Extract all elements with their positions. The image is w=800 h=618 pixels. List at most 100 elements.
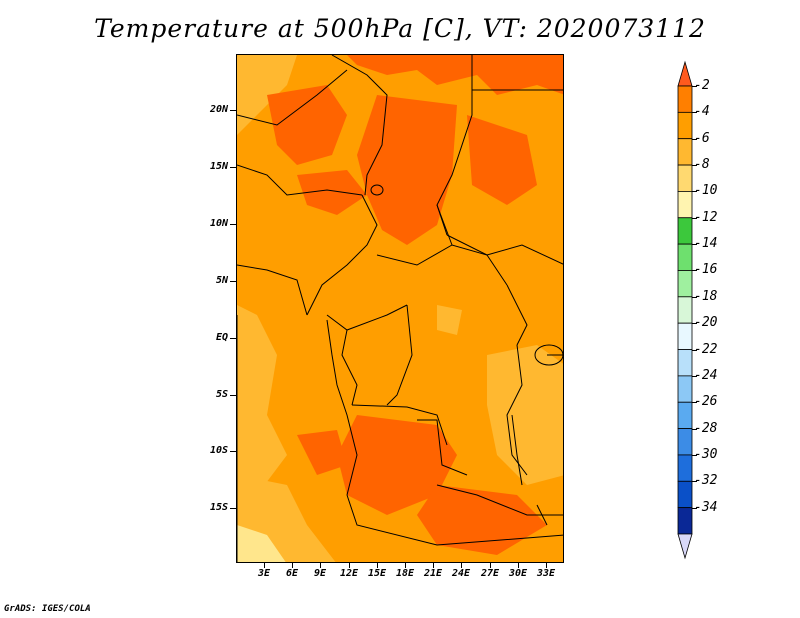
border-algeria-niger [237,69,348,126]
credit-text: GrADS: IGES/COLA [4,604,91,614]
field-deep-angola [297,430,347,475]
lon-label-6e: 6E [285,568,299,579]
colorbar-swatch [677,480,693,509]
colorbar-swatch [677,138,693,166]
colorbar-label: -30 [694,446,718,462]
lon-tick [405,563,406,568]
border-namibia [346,494,563,546]
colorbar-label: -24 [694,367,718,383]
lat-label-20n: 20N [209,104,228,115]
lon-tick [490,563,491,568]
lake-chad [370,184,384,196]
coast-atlantic [326,319,358,496]
border-nigeria-cameroon [306,194,378,316]
border-nigeria-benin [237,264,308,316]
field-deep-zambia [417,485,547,555]
lon-label-21e: 21E [423,568,443,579]
colorbar-swatch [677,401,693,429]
lon-label-15e: 15E [367,568,387,579]
colorbar-swatch [677,243,693,271]
field-deep-west [297,170,367,215]
colorbar-swatch [677,296,693,324]
field-deep-sudan [467,115,537,205]
lon-tick [546,563,547,568]
colorbar-top-arrow [677,60,693,87]
border-zambia-south [436,484,563,516]
lat-tick [230,338,236,339]
lat-tick [230,395,236,396]
colorbar-tick [692,402,697,404]
lake-victoria [534,344,563,366]
temperature-map [236,54,564,563]
lat-tick [230,224,236,225]
colorbar-swatch [677,428,693,456]
colorbar-label: -12 [694,209,718,225]
field-deep-south [337,415,457,515]
colorbar-tick [692,296,697,298]
colorbar-label: -16 [694,262,718,278]
field-deep-north [347,55,563,95]
field-deep-nw [267,85,347,165]
colorbar [677,60,693,560]
colorbar-swatch [677,349,693,377]
colorbar-label: -20 [694,315,718,331]
colorbar-tick [692,323,697,325]
field-pale-sw [237,525,286,562]
colorbar-bottom-arrow [677,533,693,560]
lon-label-27e: 27E [480,568,500,579]
border-chad-car [436,204,453,246]
colorbar-label: -4 [694,104,710,120]
lat-label-5s: 5S [215,389,228,400]
lat-label-10n: 10N [209,218,228,229]
colorbar-swatch [677,322,693,350]
lat-label-15n: 15N [209,161,228,172]
lake-tanganyika [511,414,523,486]
colorbar-label: -2 [694,78,710,93]
colorbar-swatches [677,60,693,560]
lon-tick [320,563,321,568]
colorbar-tick [692,217,697,219]
lon-label-30e: 30E [508,568,528,579]
lat-label-eq: EQ [215,332,228,343]
border-angola-zambia [417,419,468,476]
temperature-field [237,55,563,562]
lat-tick [230,110,236,111]
border-libya-niger [331,55,388,196]
colorbar-tick [692,349,697,351]
lon-tick [349,563,350,568]
colorbar-tick [692,428,697,430]
lon-label-18e: 18E [395,568,415,579]
colorbar-swatch [677,164,693,192]
lat-label-15s: 15S [209,502,228,513]
border-gabon-congo [341,329,358,406]
border-drc-east [506,344,528,476]
lake-malawi [536,504,548,526]
colorbar-swatch [677,111,693,140]
lon-tick [264,563,265,568]
colorbar-label: -8 [694,157,710,173]
colorbar-tick [692,165,697,167]
colorbar-swatch [677,454,693,482]
field-light-east [487,345,563,485]
lon-tick [461,563,462,568]
border-cameroon-congo [326,304,408,331]
colorbar-tick [692,454,697,456]
colorbar-tick [692,507,697,509]
colorbar-swatch [677,270,693,298]
lat-tick [230,167,236,168]
border-drc-angola [351,404,448,446]
lon-label-9e: 9E [313,568,327,579]
colorbar-swatch [677,507,693,535]
colorbar-tick [692,86,697,87]
colorbar-swatch [677,217,693,245]
colorbar-tick [692,138,697,140]
lat-tick [230,281,236,282]
colorbar-tick [692,112,697,114]
lat-tick [230,508,236,509]
field-light-center [437,305,462,335]
lon-tick [292,563,293,568]
lakes [370,184,563,526]
lon-label-24e: 24E [451,568,471,579]
lon-tick [377,563,378,568]
colorbar-tick [692,191,697,193]
